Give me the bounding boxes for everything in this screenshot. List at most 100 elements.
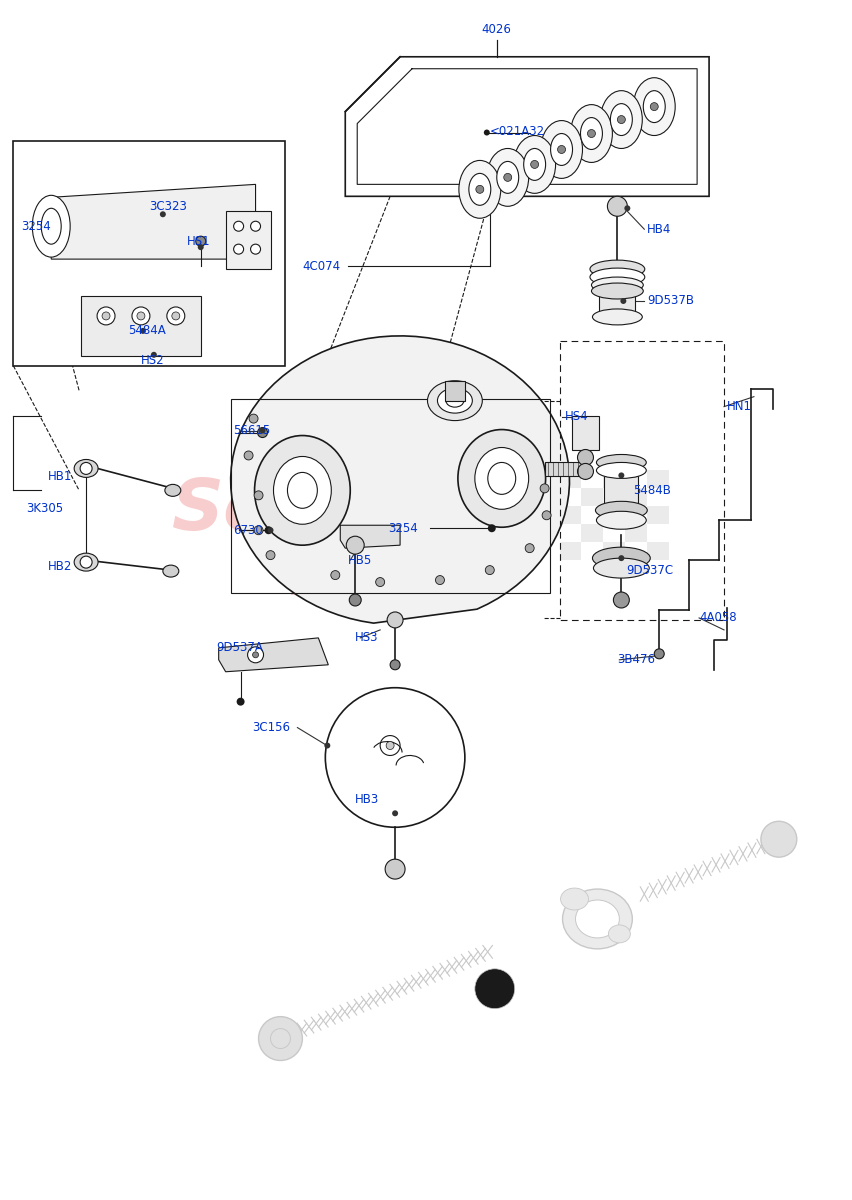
Text: HB5: HB5 [348, 553, 372, 566]
Circle shape [525, 544, 534, 553]
Circle shape [250, 221, 261, 232]
Text: HS1: HS1 [187, 235, 210, 247]
Polygon shape [340, 526, 400, 548]
Circle shape [151, 352, 157, 358]
Bar [603, 506, 625, 524]
Circle shape [252, 652, 258, 658]
Text: 4026: 4026 [482, 23, 512, 36]
Circle shape [266, 551, 275, 559]
Ellipse shape [74, 460, 98, 478]
Ellipse shape [469, 173, 491, 205]
Circle shape [233, 221, 244, 232]
Circle shape [390, 660, 400, 670]
Circle shape [244, 451, 253, 460]
Ellipse shape [524, 149, 545, 180]
Text: HB3: HB3 [355, 793, 379, 806]
Circle shape [392, 810, 398, 816]
Ellipse shape [74, 553, 98, 571]
Ellipse shape [594, 558, 649, 578]
Ellipse shape [643, 91, 665, 122]
Polygon shape [51, 185, 256, 259]
Circle shape [167, 307, 185, 325]
Ellipse shape [580, 118, 602, 150]
Circle shape [346, 536, 364, 554]
Ellipse shape [596, 462, 647, 479]
Text: 3254: 3254 [21, 220, 51, 233]
Circle shape [196, 236, 205, 246]
Circle shape [504, 173, 512, 181]
Circle shape [325, 743, 331, 749]
Circle shape [557, 145, 566, 154]
Bar [572, 415, 600, 450]
Circle shape [258, 1016, 302, 1061]
Text: <021A32: <021A32 [490, 125, 545, 138]
Bar [648, 470, 669, 488]
Ellipse shape [541, 120, 583, 179]
Circle shape [620, 298, 626, 304]
Circle shape [619, 556, 625, 562]
Ellipse shape [164, 485, 181, 497]
Text: 9D537A: 9D537A [216, 641, 263, 654]
Circle shape [80, 462, 92, 474]
Circle shape [172, 312, 180, 320]
Circle shape [488, 524, 496, 533]
Bar [648, 542, 669, 560]
Text: 3C156: 3C156 [252, 721, 291, 734]
Ellipse shape [475, 448, 528, 509]
Ellipse shape [255, 436, 350, 545]
Text: 9D537C: 9D537C [626, 564, 673, 576]
Ellipse shape [273, 456, 331, 524]
Circle shape [486, 565, 494, 575]
Circle shape [137, 312, 145, 320]
Bar [603, 470, 625, 488]
Ellipse shape [575, 900, 619, 938]
Bar [625, 524, 648, 542]
Text: 56615: 56615 [233, 424, 270, 437]
Bar [604, 476, 638, 511]
Circle shape [250, 244, 261, 254]
Ellipse shape [514, 136, 556, 193]
Circle shape [254, 526, 263, 535]
Ellipse shape [610, 103, 632, 136]
Bar [14, 142, 285, 366]
Circle shape [540, 484, 549, 493]
Circle shape [257, 427, 268, 438]
Circle shape [618, 115, 625, 124]
Text: HN1: HN1 [727, 400, 752, 413]
Ellipse shape [428, 380, 482, 420]
Circle shape [102, 312, 110, 320]
Ellipse shape [163, 565, 179, 577]
Bar [648, 506, 669, 524]
Circle shape [435, 576, 445, 584]
Ellipse shape [437, 388, 472, 413]
Bar [560, 506, 582, 524]
Circle shape [588, 130, 596, 138]
Text: 9D537B: 9D537B [648, 294, 694, 307]
Ellipse shape [590, 268, 645, 286]
Text: HB1: HB1 [48, 470, 72, 482]
Circle shape [542, 511, 551, 520]
Text: 5484A: 5484A [128, 324, 166, 337]
Circle shape [531, 161, 538, 168]
Bar [625, 488, 648, 506]
Bar [603, 542, 625, 560]
Circle shape [237, 697, 245, 706]
Bar [231, 398, 550, 593]
Text: 5484B: 5484B [633, 484, 671, 497]
Ellipse shape [497, 162, 519, 193]
Ellipse shape [596, 455, 647, 470]
Text: 3K305: 3K305 [26, 502, 63, 515]
Circle shape [578, 450, 594, 466]
Circle shape [80, 556, 92, 568]
Bar [544, 462, 583, 476]
Circle shape [264, 527, 273, 534]
Polygon shape [231, 336, 569, 623]
Circle shape [260, 427, 266, 433]
Text: Scuderia: Scuderia [172, 475, 528, 545]
Circle shape [376, 577, 384, 587]
Ellipse shape [592, 308, 642, 325]
Ellipse shape [596, 502, 648, 520]
Circle shape [387, 612, 403, 628]
Circle shape [132, 307, 150, 325]
Circle shape [249, 414, 258, 424]
